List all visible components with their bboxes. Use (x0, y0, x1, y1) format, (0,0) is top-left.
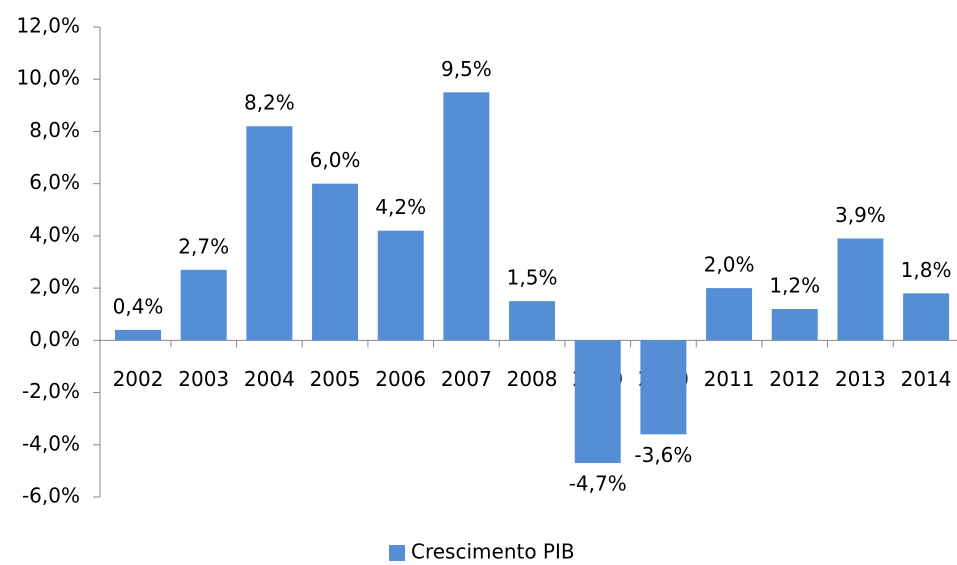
bar (509, 301, 556, 341)
y-tick-label: 4,0% (29, 222, 80, 246)
value-label: 0,4% (113, 294, 164, 318)
value-label: 3,9% (835, 203, 886, 227)
bar (903, 293, 950, 341)
value-label: 9,5% (441, 57, 492, 81)
x-tick-label: 2006 (375, 367, 426, 391)
x-tick-label: 2005 (310, 367, 361, 391)
bar (312, 183, 359, 341)
x-tick-label: 2013 (835, 367, 886, 391)
y-tick-label: -4,0% (22, 431, 80, 455)
x-tick-label: 2002 (113, 367, 164, 391)
bar (246, 126, 293, 341)
value-label: 1,2% (769, 274, 820, 298)
legend-label: Crescimento PIB (411, 540, 575, 564)
x-tick-label: 2011 (704, 367, 755, 391)
bar (180, 269, 227, 341)
y-tick-label: -6,0% (22, 484, 80, 508)
y-tick-label: 6,0% (29, 170, 80, 194)
bar (837, 238, 884, 341)
value-label: -3,6% (634, 443, 692, 467)
bar (706, 288, 753, 341)
y-tick-label: 2,0% (29, 275, 80, 299)
bar (443, 92, 490, 341)
x-tick-label: 2014 (901, 367, 952, 391)
value-label: 4,2% (375, 195, 426, 219)
bar (771, 309, 818, 341)
x-tick-label: 2004 (244, 367, 295, 391)
x-tick-label: 2003 (178, 367, 229, 391)
y-tick-label: 12,0% (16, 14, 80, 38)
bar (640, 340, 687, 435)
legend-swatch (389, 545, 405, 561)
value-label: 8,2% (244, 91, 295, 115)
y-tick-label: 10,0% (16, 66, 80, 90)
bar (574, 340, 621, 464)
bar (115, 329, 162, 341)
value-label: -4,7% (569, 472, 627, 496)
x-tick-label: 2012 (769, 367, 820, 391)
y-tick-label: -2,0% (22, 379, 80, 403)
value-label: 2,0% (704, 253, 755, 277)
value-label: 6,0% (310, 148, 361, 172)
bar (377, 230, 424, 341)
value-label: 2,7% (178, 234, 229, 258)
y-tick-label: 0,0% (29, 327, 80, 351)
value-label: 1,8% (901, 258, 952, 282)
x-tick-label: 2007 (441, 367, 492, 391)
x-tick-label: 2008 (507, 367, 558, 391)
y-tick-label: 8,0% (29, 118, 80, 142)
value-label: 1,5% (507, 266, 558, 290)
